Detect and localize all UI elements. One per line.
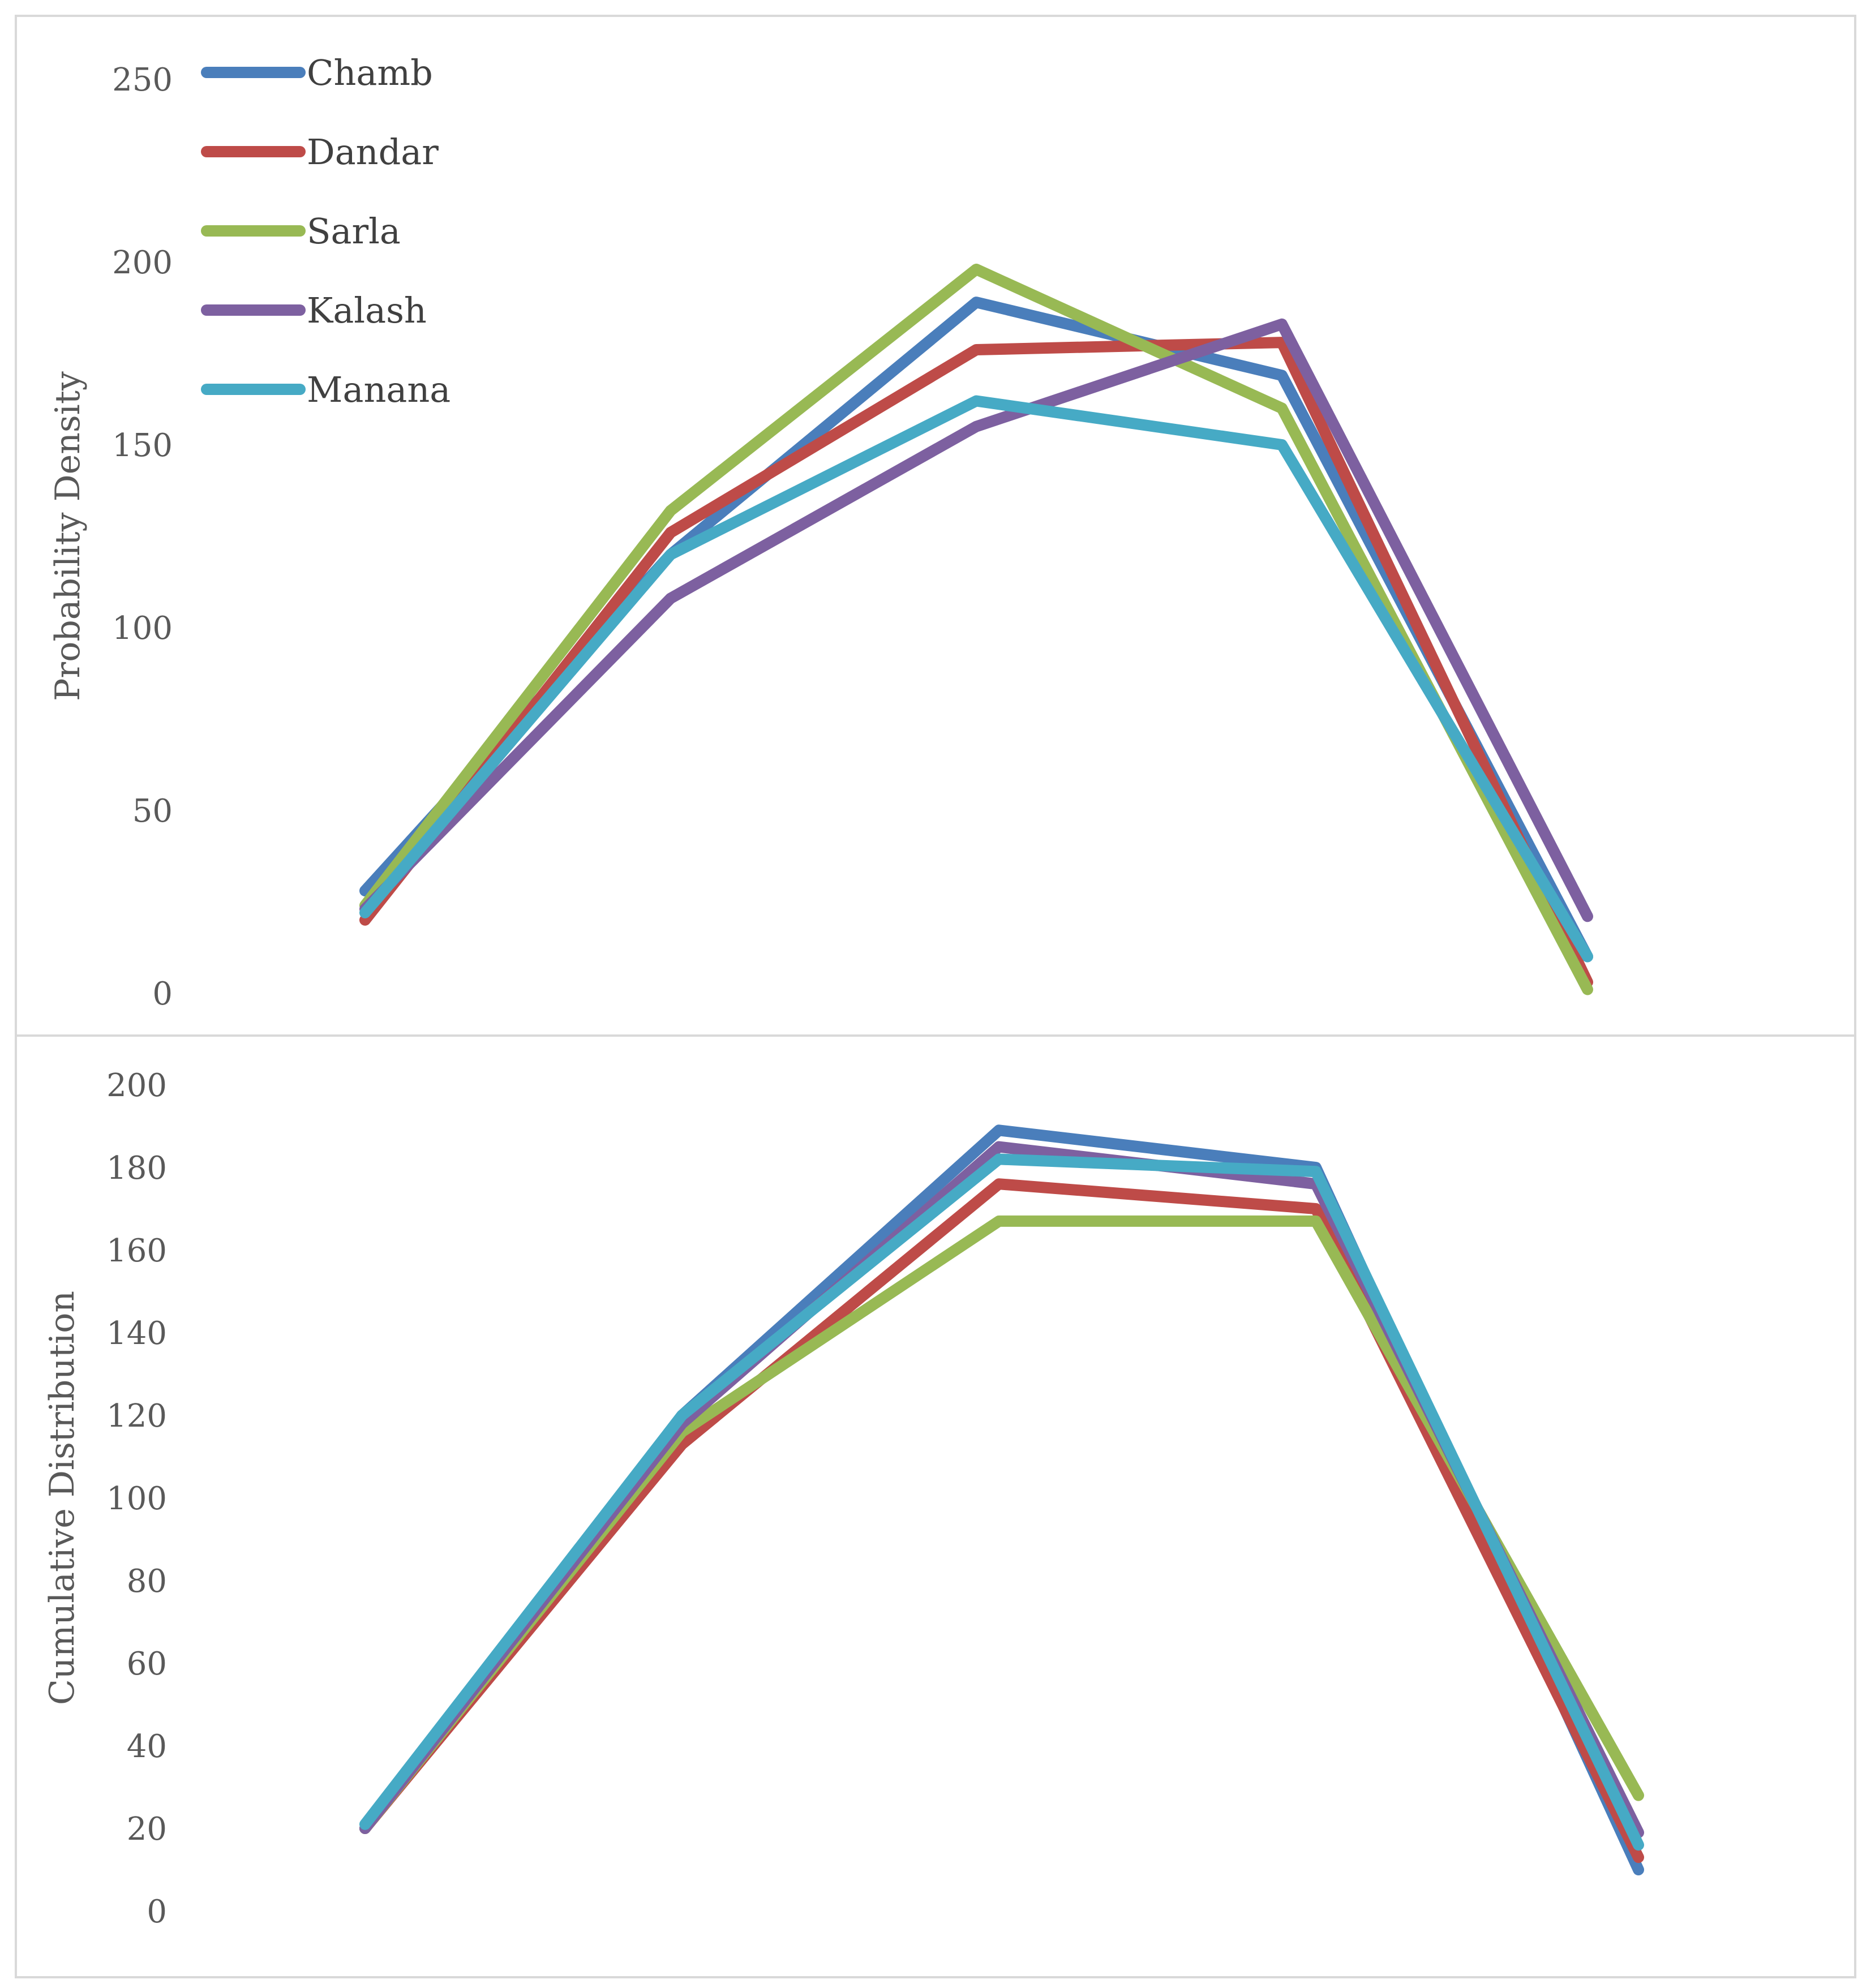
legend-label-sarla: Sarla (307, 211, 401, 252)
density-series-dandar-line (359, 337, 1593, 988)
density-y-axis-label: Probability Density (48, 371, 88, 701)
density-series-sarla-line (359, 263, 1593, 995)
cumulative-series-kalash-line (359, 1141, 1644, 1839)
density-y-tick-label: 200 (112, 244, 173, 281)
cumulative-series-sarla-line (359, 1215, 1644, 1834)
cumulative-y-tick-label: 140 (106, 1315, 167, 1352)
cumulative-y-tick-label: 40 (127, 1728, 167, 1765)
cumulative-series-manana-line (359, 1153, 1644, 1851)
cumulative-y-tick-label: 80 (127, 1563, 167, 1600)
cumulative-y-axis-label: Cumulative Distribution (42, 1291, 82, 1705)
density-y-tick-label: 50 (132, 793, 173, 830)
cumulative-y-tick-label: 20 (127, 1811, 167, 1848)
density-y-tick-label: 150 (112, 427, 173, 464)
density-series-kalash-line (359, 318, 1593, 922)
density-series-manana-line (359, 395, 1593, 963)
cumulative-y-tick-label: 200 (106, 1067, 167, 1104)
cumulative-y-tick-label: 180 (106, 1150, 167, 1187)
density-y-tick-label: 250 (112, 62, 173, 98)
cumulative-y-tick-label: 100 (106, 1480, 167, 1517)
cumulative-y-tick-label: 120 (106, 1398, 167, 1435)
cumulative-series-dandar-line (359, 1178, 1644, 1864)
legend-label-dandar: Dandar (307, 131, 439, 173)
cumulative-y-tick-label: 60 (127, 1646, 167, 1682)
legend-label-kalash: Kalash (307, 290, 427, 331)
density-y-tick-label: 100 (112, 610, 173, 647)
legend-label-manana: Manana (307, 369, 451, 410)
density-chart-panel (15, 15, 1856, 1041)
cumulative-y-tick-label: 160 (106, 1233, 167, 1269)
cumulative-series-chamb-line (359, 1124, 1644, 1875)
legend-label-chamb: Chamb (307, 52, 433, 93)
cumulative-y-tick-label: 0 (147, 1893, 167, 1930)
density-y-tick-label: 0 (152, 976, 173, 1012)
